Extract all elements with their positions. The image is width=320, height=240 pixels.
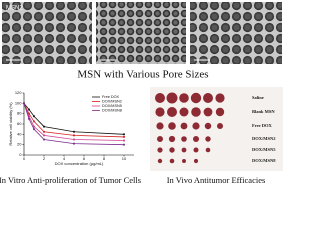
series-line [23,103,125,138]
legend-label: Free DOX [102,95,120,99]
tumor-label: Saline [252,95,264,100]
point [123,133,125,136]
point [33,115,35,118]
series-line [23,103,125,135]
x-tick-label: 6 [83,156,86,161]
x-tick-label: 0 [23,156,26,161]
y-tick-label: 80 [17,111,22,116]
point [33,125,35,128]
tem-image [96,2,186,64]
tumor-label: Free DOX [252,123,273,128]
point [123,139,125,142]
graphical-abstract: MSN2 MSN with Various Pore Sizes In Vitr… [0,2,283,185]
tumor-label: DOX/MSN5 [252,147,276,152]
y-tick-label: 60 [17,121,22,126]
point [123,143,125,146]
x-tick-label: 10 [122,156,127,161]
y-tick-label: 120 [15,90,22,95]
point [43,125,45,128]
y-tick-label: 20 [17,142,22,147]
point [73,134,75,137]
point [43,138,45,141]
y-tick-label: 40 [17,131,22,136]
x-tick-label: 4 [63,156,66,161]
point [73,130,75,133]
x-tick-label: 2 [43,156,46,161]
tem-image [2,2,92,64]
tumor-label: DOX/MSN8 [252,158,276,163]
point [28,112,30,115]
point [23,102,25,105]
point [73,142,75,145]
legend-label: DOX/MSN8 [102,109,122,113]
point [43,130,45,133]
caption: In Vitro Anti-proliferation of Tumor Cel… [0,175,141,185]
point [33,120,35,123]
series-line [23,103,125,141]
y-axis-label: Relative cell viability (%) [8,102,13,146]
tem-label: MSN2 [6,6,23,12]
tumor-label: DOX/MSN2 [252,136,276,141]
x-axis-label: DOX concentration (μg/mL) [55,161,104,166]
point [28,115,30,118]
y-tick-label: 0 [19,152,22,157]
series-line [23,103,125,146]
legend-label: DOX/MSN2 [102,100,122,104]
caption: In Vivo Antitumor Efficacies [167,175,266,185]
y-tick-label: 100 [15,100,22,105]
point [33,128,35,131]
tem-image [190,2,282,64]
point [73,138,75,141]
caption: MSN with Various Pore Sizes [77,69,208,81]
tumors [155,92,225,164]
legend-label: DOX/MSN5 [102,104,122,108]
point [43,134,45,137]
point [123,136,125,138]
x-tick-label: 8 [103,156,106,161]
point [28,108,30,111]
point [28,117,30,120]
tumor-label: Blank MSN [252,109,275,114]
